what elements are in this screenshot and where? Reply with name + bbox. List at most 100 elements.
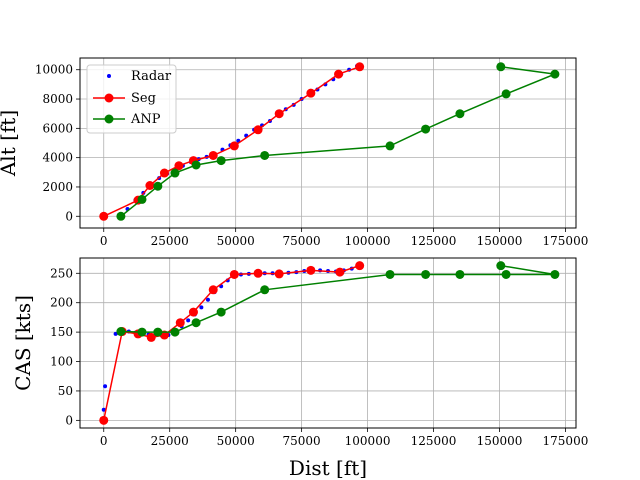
cas-y-tick-label: 250 <box>50 266 73 280</box>
cas-y-tick-label: 100 <box>50 355 73 369</box>
alt-seg-marker <box>159 168 169 178</box>
alt-anp-marker <box>191 160 201 170</box>
cas-seg-marker <box>175 318 185 328</box>
cas-y-axis-label: CAS [kts] <box>11 295 35 391</box>
cas-anp-marker <box>170 327 180 337</box>
alt-y-tick-label: 6000 <box>42 121 73 135</box>
alt-anp-marker <box>137 194 147 204</box>
altitude-grid <box>80 58 576 228</box>
cas-x-tick-label: 100000 <box>345 434 391 448</box>
alt-x-tick-label: 175000 <box>543 234 589 248</box>
alt-anp-marker <box>421 124 431 134</box>
legend-radar-marker <box>107 74 111 78</box>
legend: Radar Seg ANP <box>86 64 177 134</box>
cas-anp-marker <box>260 285 270 295</box>
cas-ticks: 0 25000 50000 75000 100000 125000 150000 175000… <box>50 266 588 448</box>
legend-seg-label: Seg <box>131 91 156 106</box>
cas-y-tick-label: 50 <box>58 384 73 398</box>
cas-radar-point <box>199 305 204 310</box>
alt-seg-marker <box>334 69 344 79</box>
alt-y-tick-label: 4000 <box>42 151 73 165</box>
legend-anp-marker <box>104 114 114 124</box>
alt-seg-marker <box>253 125 263 135</box>
altitude-axes-frame <box>79 57 577 229</box>
alt-x-tick-label: 50000 <box>217 234 255 248</box>
alt-x-tick-label: 0 <box>100 234 108 248</box>
cas-radar-point <box>205 297 210 302</box>
cas-panel: 0 25000 50000 75000 100000 125000 150000 175000… <box>11 257 588 480</box>
cas-seg-marker <box>229 269 239 279</box>
alt-seg-marker <box>355 62 365 72</box>
cas-seg-marker <box>274 269 284 279</box>
alt-x-tick-label: 25000 <box>151 234 189 248</box>
alt-seg-marker <box>274 109 284 119</box>
cas-anp-marker <box>137 327 147 337</box>
cas-seg-marker <box>306 265 316 275</box>
legend-seg-marker <box>104 93 114 103</box>
altitude-series <box>99 62 560 221</box>
alt-seg-marker <box>174 161 184 171</box>
cas-radar-point <box>101 407 106 412</box>
alt-anp-marker <box>153 181 163 191</box>
alt-anp-marker <box>550 69 560 79</box>
cas-anp-marker <box>501 269 511 279</box>
altitude-y-axis-label: Alt [ft] <box>0 110 20 177</box>
alt-seg-marker <box>306 88 316 98</box>
cas-x-tick-label: 150000 <box>477 434 523 448</box>
altitude-panel: 0 25000 50000 75000 100000 125000 150000 175000… <box>0 57 589 248</box>
alt-x-tick-label: 125000 <box>411 234 457 248</box>
alt-y-tick-label: 2000 <box>42 180 73 194</box>
cas-radar-point <box>186 318 191 323</box>
alt-y-tick-label: 8000 <box>42 92 73 106</box>
cas-seg-marker <box>188 307 198 317</box>
cas-anp-marker <box>421 269 431 279</box>
cas-y-tick-label: 200 <box>50 296 73 310</box>
cas-x-tick-label: 25000 <box>151 434 189 448</box>
cas-x-tick-label: 0 <box>100 434 108 448</box>
alt-seg-marker <box>145 181 155 190</box>
alt-anp-marker <box>385 141 395 151</box>
cas-anp-marker <box>550 269 560 279</box>
cas-anp-marker <box>496 261 506 271</box>
alt-anp-marker <box>501 89 511 99</box>
alt-anp-marker <box>496 62 506 72</box>
cas-x-tick-label: 50000 <box>217 434 255 448</box>
alt-seg-marker <box>208 150 218 160</box>
alt-anp-marker <box>455 109 465 119</box>
cas-axes-frame <box>79 257 577 429</box>
cas-anp-marker <box>191 318 201 328</box>
cas-x-axis-label: Dist [ft] <box>289 456 367 480</box>
cas-anp-marker <box>455 269 465 279</box>
cas-seg-marker <box>146 332 156 342</box>
cas-x-tick-label: 125000 <box>411 434 457 448</box>
cas-anp-marker <box>153 327 163 337</box>
altitude-ticks: 0 25000 50000 75000 100000 125000 150000 175000… <box>35 63 589 248</box>
cas-radar-point <box>103 384 108 389</box>
cas-seg-marker <box>335 267 345 277</box>
legend-radar-label: Radar <box>131 69 172 84</box>
cas-anp-marker <box>216 307 226 317</box>
cas-anp-marker <box>385 269 395 279</box>
alt-x-tick-label: 150000 <box>477 234 523 248</box>
cas-seg-marker <box>208 285 218 295</box>
legend-anp-label: ANP <box>130 112 161 127</box>
cas-series <box>99 261 560 425</box>
alt-y-tick-label: 0 <box>65 209 73 223</box>
alt-seg-marker <box>99 211 109 221</box>
cas-seg-marker <box>253 268 263 278</box>
cas-x-tick-label: 175000 <box>543 434 589 448</box>
cas-anp-marker <box>116 327 126 337</box>
alt-x-tick-label: 100000 <box>345 234 391 248</box>
alt-x-tick-label: 75000 <box>283 234 321 248</box>
alt-y-tick-label: 10000 <box>35 63 73 77</box>
alt-anp-marker <box>260 150 270 160</box>
alt-seg-marker <box>229 141 239 151</box>
cas-y-tick-label: 0 <box>65 413 73 427</box>
alt-anp-marker <box>170 168 180 178</box>
alt-anp-marker <box>216 156 226 166</box>
alt-anp-marker <box>116 211 126 221</box>
cas-seg-marker <box>355 261 365 271</box>
cas-x-tick-label: 75000 <box>283 434 321 448</box>
cas-y-tick-label: 150 <box>50 325 73 339</box>
